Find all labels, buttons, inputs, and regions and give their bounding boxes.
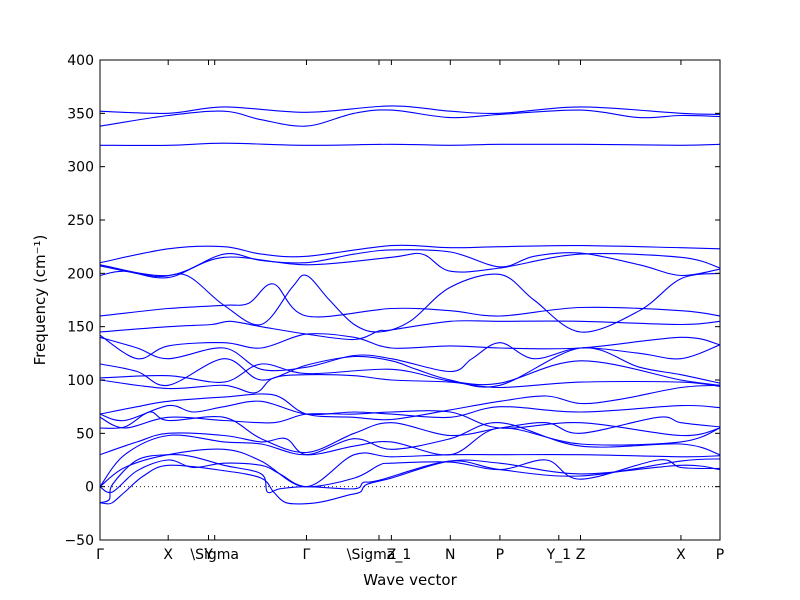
band-line-7 [99,265,721,333]
y-tick-label: 400 [67,53,94,69]
band-line-2 [99,109,721,127]
y-tick-label: −50 [64,533,94,549]
y-tick-label: 150 [67,320,94,336]
x-tick-label: Γ [303,547,311,563]
x-axis-label: Wave vector [363,571,457,589]
band-lines [99,105,721,505]
plot-frame [99,59,721,541]
y-tick-label: 100 [67,373,94,389]
band-line-19 [99,427,721,456]
x-tick-label: X [163,547,173,563]
x-tick-label: Y_1 [546,547,571,563]
band-line-23 [99,453,721,504]
y-tick-label: 200 [67,266,94,282]
y-axis-label: Frequency (cm⁻¹) [31,235,49,366]
x-axis-ticks: Γ X Y\Sigma Γ \Sigma_1Z N P Y_1 Z X P [96,60,724,563]
band-line-10 [99,333,721,360]
x-tick-label: P [716,547,724,563]
band-line-22 [99,459,721,494]
band-line-16 [99,400,721,422]
band-line-24 [99,459,721,505]
band-line-3 [99,142,721,147]
y-axis-ticks: −50 0 50 100 150 200 250 300 350 400 [64,53,720,549]
y-tick-label: 250 [67,213,94,229]
x-tick-label: \Sigma_1 [347,547,412,563]
band-line-20 [99,422,721,488]
band-line-4 [99,244,721,264]
x-tick-label: N [445,547,455,563]
band-line-1 [99,105,721,115]
y-tick-label: 0 [85,480,94,496]
x-tick-label: Y [203,547,213,563]
band-line-18 [99,411,721,454]
band-line-5 [99,249,721,277]
band-line-6 [99,252,721,279]
band-line-17 [99,410,721,437]
band-line-8 [99,283,721,318]
band-line-13 [99,360,721,386]
plot-area [100,60,720,540]
x-tick-label: Z [387,547,397,563]
band-line-15 [99,384,721,421]
x-tick-label: \Sigma [190,547,239,563]
band-line-14 [99,374,721,394]
x-tick-label: Γ [96,547,104,563]
band-line-11 [99,336,721,373]
y-tick-label: 350 [67,106,94,122]
y-tick-label: 300 [67,160,94,176]
x-tick-label: X [676,547,686,563]
x-tick-label: P [496,547,504,563]
y-tick-label: 50 [76,426,94,442]
band-line-9 [99,320,721,341]
x-tick-label: Z [576,547,586,563]
